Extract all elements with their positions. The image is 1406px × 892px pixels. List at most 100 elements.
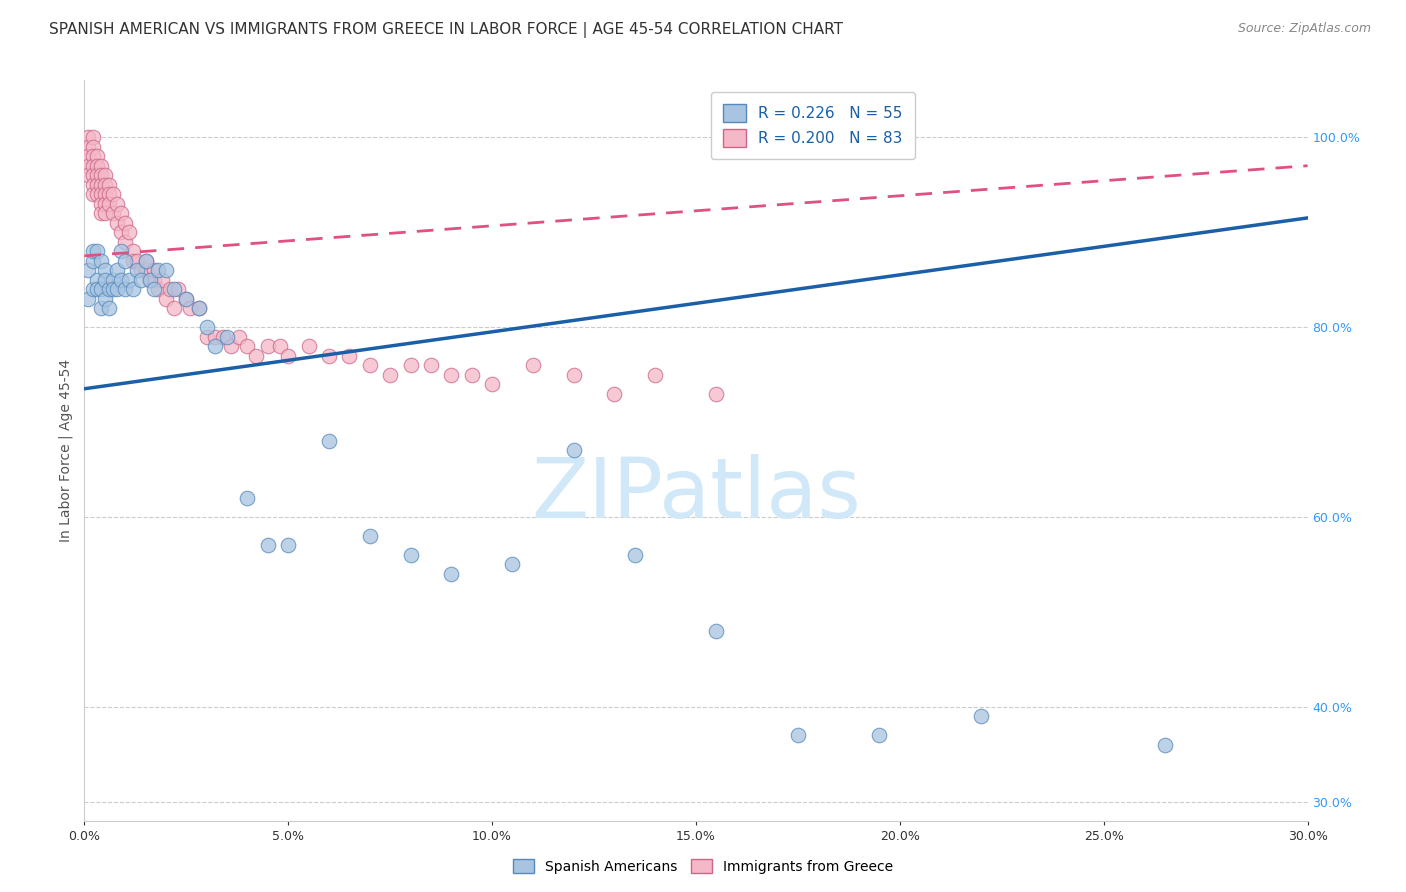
Point	[110, 206, 132, 220]
Point	[86, 149, 108, 163]
Point	[82, 149, 104, 163]
Point	[97, 301, 120, 315]
Point	[90, 187, 112, 202]
Point	[245, 349, 267, 363]
Point	[82, 244, 104, 259]
Point	[82, 130, 104, 145]
Point	[93, 263, 115, 277]
Legend: R = 0.226   N = 55, R = 0.200   N = 83: R = 0.226 N = 55, R = 0.200 N = 83	[710, 92, 915, 160]
Point	[118, 272, 141, 286]
Point	[399, 358, 422, 372]
Point	[339, 349, 361, 363]
Point	[110, 225, 132, 239]
Point	[97, 187, 120, 202]
Point	[82, 282, 104, 296]
Point	[105, 282, 128, 296]
Point	[90, 159, 112, 173]
Point	[787, 728, 810, 742]
Point	[562, 368, 585, 382]
Point	[257, 339, 280, 353]
Point	[86, 178, 108, 192]
Point	[101, 272, 124, 286]
Point	[86, 282, 108, 296]
Point	[204, 329, 226, 343]
Point	[236, 491, 259, 505]
Point	[86, 244, 108, 259]
Point	[869, 728, 891, 742]
Point	[105, 263, 128, 277]
Point	[1154, 738, 1177, 752]
Point	[420, 358, 443, 372]
Point	[114, 235, 136, 249]
Point	[122, 244, 145, 259]
Point	[187, 301, 209, 315]
Point	[93, 168, 115, 182]
Point	[298, 339, 321, 353]
Point	[163, 282, 186, 296]
Point	[82, 168, 104, 182]
Point	[359, 529, 381, 543]
Point	[101, 206, 124, 220]
Point	[142, 263, 165, 277]
Point	[135, 263, 157, 277]
Point	[90, 253, 112, 268]
Point	[110, 272, 132, 286]
Point	[142, 282, 165, 296]
Point	[105, 196, 128, 211]
Point	[195, 320, 218, 334]
Point	[257, 538, 280, 552]
Point	[146, 263, 169, 277]
Point	[217, 329, 239, 343]
Point	[219, 339, 242, 353]
Y-axis label: In Labor Force | Age 45-54: In Labor Force | Age 45-54	[59, 359, 73, 542]
Point	[86, 168, 108, 182]
Legend: Spanish Americans, Immigrants from Greece: Spanish Americans, Immigrants from Greec…	[506, 852, 900, 880]
Point	[187, 301, 209, 315]
Point	[399, 548, 422, 562]
Point	[131, 272, 153, 286]
Point	[706, 386, 728, 401]
Text: Source: ZipAtlas.com: Source: ZipAtlas.com	[1237, 22, 1371, 36]
Point	[127, 263, 149, 277]
Point	[155, 263, 177, 277]
Point	[277, 538, 299, 552]
Point	[150, 272, 173, 286]
Point	[440, 566, 463, 581]
Point	[93, 292, 115, 306]
Point	[82, 253, 104, 268]
Point	[135, 253, 157, 268]
Point	[236, 339, 259, 353]
Point	[77, 130, 100, 145]
Point	[93, 272, 115, 286]
Point	[174, 292, 197, 306]
Point	[228, 329, 250, 343]
Point	[114, 216, 136, 230]
Point	[269, 339, 291, 353]
Point	[167, 282, 190, 296]
Point	[138, 272, 160, 286]
Point	[440, 368, 463, 382]
Point	[114, 253, 136, 268]
Point	[159, 282, 181, 296]
Point	[90, 196, 112, 211]
Point	[562, 443, 585, 458]
Point	[77, 139, 100, 153]
Point	[101, 187, 124, 202]
Point	[522, 358, 544, 372]
Point	[122, 282, 145, 296]
Point	[138, 272, 160, 286]
Point	[318, 349, 340, 363]
Point	[97, 178, 120, 192]
Point	[603, 386, 626, 401]
Text: ZIPatlas: ZIPatlas	[531, 454, 860, 535]
Point	[77, 292, 100, 306]
Point	[86, 272, 108, 286]
Point	[318, 434, 340, 448]
Point	[86, 159, 108, 173]
Point	[118, 225, 141, 239]
Point	[77, 159, 100, 173]
Point	[155, 292, 177, 306]
Point	[101, 282, 124, 296]
Point	[502, 558, 524, 572]
Point	[461, 368, 484, 382]
